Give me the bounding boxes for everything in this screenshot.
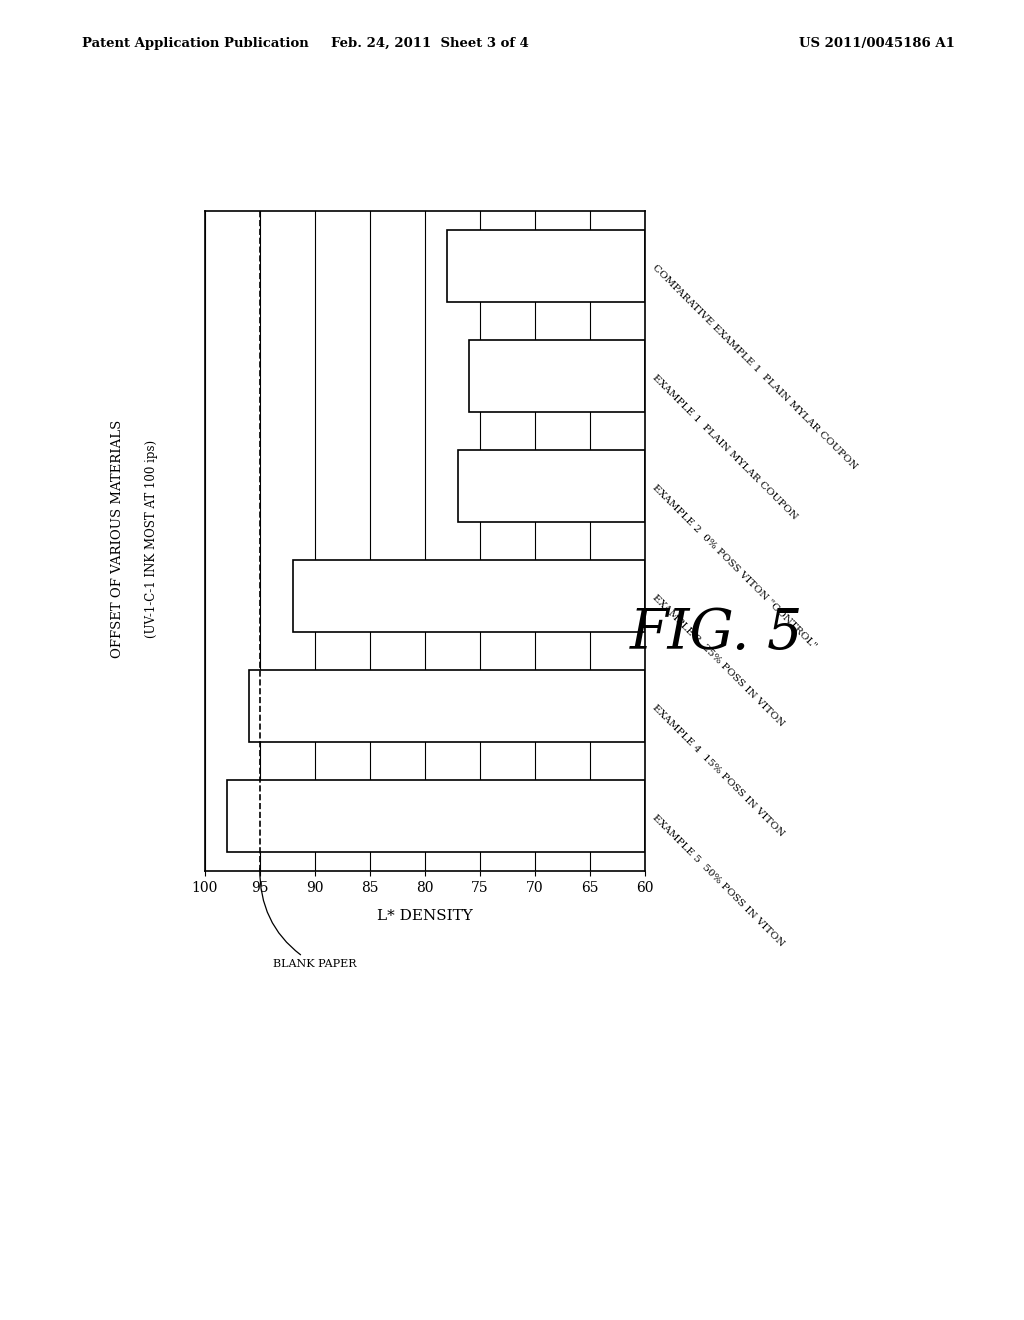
Text: FIG. 5: FIG. 5	[630, 606, 804, 661]
Bar	[446, 231, 645, 302]
Text: US 2011/0045186 A1: US 2011/0045186 A1	[799, 37, 954, 50]
Bar	[293, 561, 645, 632]
Text: BLANK PAPER: BLANK PAPER	[260, 869, 356, 969]
Bar	[249, 671, 645, 742]
Text: EXAMPLE 4  15% POSS IN VITON: EXAMPLE 4 15% POSS IN VITON	[650, 704, 786, 838]
Text: EXAMPLE 3  25% POSS IN VITON: EXAMPLE 3 25% POSS IN VITON	[650, 593, 786, 729]
Bar	[469, 341, 645, 412]
X-axis label: L* DENSITY: L* DENSITY	[377, 908, 473, 923]
Text: Patent Application Publication: Patent Application Publication	[82, 37, 308, 50]
Text: COMPARATIVE EXAMPLE 1  PLAIN MYLAR COUPON: COMPARATIVE EXAMPLE 1 PLAIN MYLAR COUPON	[650, 263, 859, 471]
Bar	[226, 780, 645, 851]
Text: Feb. 24, 2011  Sheet 3 of 4: Feb. 24, 2011 Sheet 3 of 4	[331, 37, 529, 50]
Text: EXAMPLE 1  PLAIN MYLAR COUPON: EXAMPLE 1 PLAIN MYLAR COUPON	[650, 374, 799, 521]
Text: EXAMPLE 2  0% POSS VITON "CONTROL": EXAMPLE 2 0% POSS VITON "CONTROL"	[650, 483, 818, 651]
Text: (UV-1-C-1 INK MOST AT 100 ips): (UV-1-C-1 INK MOST AT 100 ips)	[145, 440, 158, 638]
Bar	[458, 450, 645, 521]
Text: OFFSET OF VARIOUS MATERIALS: OFFSET OF VARIOUS MATERIALS	[112, 420, 124, 657]
Text: EXAMPLE 5  50% POSS IN VITON: EXAMPLE 5 50% POSS IN VITON	[650, 813, 786, 948]
